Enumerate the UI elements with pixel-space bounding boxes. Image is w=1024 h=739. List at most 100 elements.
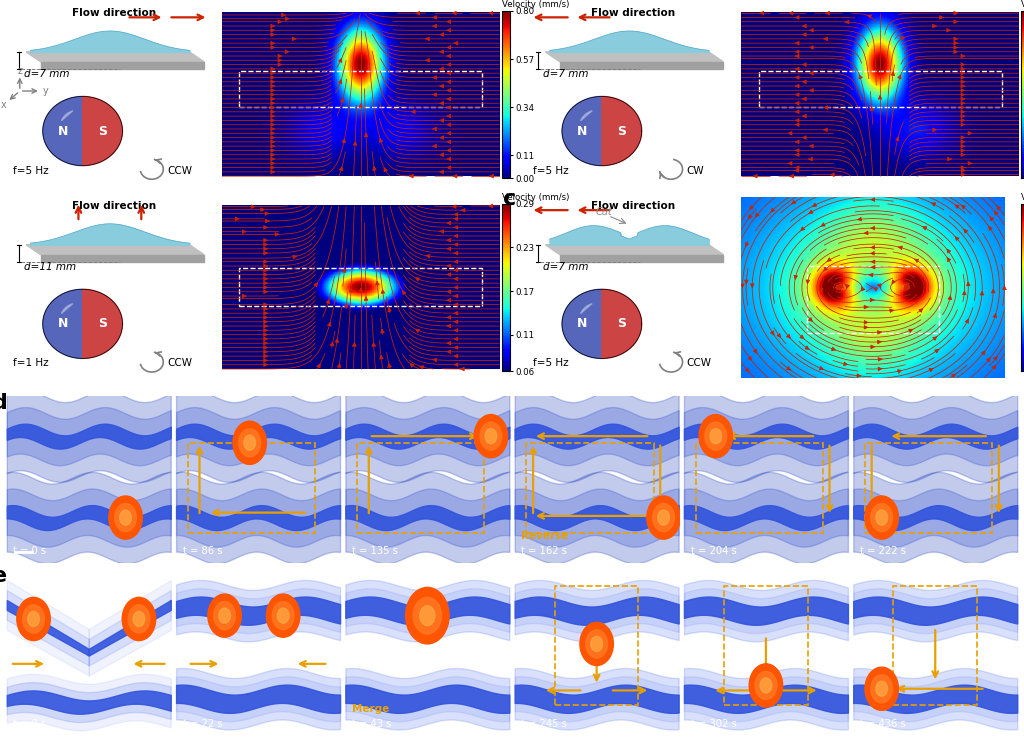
FancyArrowPatch shape bbox=[446, 239, 451, 242]
FancyArrowPatch shape bbox=[432, 16, 436, 19]
FancyArrowPatch shape bbox=[271, 84, 274, 88]
FancyArrowPatch shape bbox=[292, 37, 296, 41]
Ellipse shape bbox=[876, 681, 888, 696]
FancyArrowPatch shape bbox=[839, 285, 844, 288]
FancyArrowPatch shape bbox=[446, 341, 451, 345]
FancyArrowPatch shape bbox=[271, 127, 274, 131]
FancyArrowPatch shape bbox=[809, 72, 813, 75]
FancyArrowPatch shape bbox=[896, 137, 899, 141]
Text: N: N bbox=[577, 125, 587, 137]
FancyArrowPatch shape bbox=[898, 246, 902, 250]
Text: t = 204 s: t = 204 s bbox=[690, 546, 736, 556]
FancyArrowPatch shape bbox=[820, 223, 825, 226]
Text: Velocity (mm/s): Velocity (mm/s) bbox=[1021, 0, 1024, 9]
FancyArrowPatch shape bbox=[870, 226, 874, 230]
FancyArrowPatch shape bbox=[961, 97, 965, 101]
FancyArrowPatch shape bbox=[271, 115, 274, 118]
FancyArrowPatch shape bbox=[243, 230, 246, 234]
FancyArrowPatch shape bbox=[870, 251, 874, 255]
FancyArrowPatch shape bbox=[864, 305, 868, 309]
Ellipse shape bbox=[420, 606, 435, 625]
Ellipse shape bbox=[239, 429, 260, 457]
FancyArrowPatch shape bbox=[796, 101, 799, 105]
FancyArrowPatch shape bbox=[264, 354, 267, 358]
FancyArrowPatch shape bbox=[906, 282, 909, 287]
FancyArrowPatch shape bbox=[954, 20, 957, 24]
FancyArrowPatch shape bbox=[446, 273, 451, 276]
Text: t = 436 s: t = 436 s bbox=[860, 718, 905, 729]
FancyArrowPatch shape bbox=[432, 93, 436, 97]
FancyArrowPatch shape bbox=[439, 136, 443, 140]
Ellipse shape bbox=[865, 667, 898, 710]
FancyArrowPatch shape bbox=[286, 17, 290, 21]
FancyArrowPatch shape bbox=[328, 322, 331, 326]
FancyArrowPatch shape bbox=[264, 333, 267, 336]
FancyArrowPatch shape bbox=[890, 309, 894, 313]
Text: d=11 mm: d=11 mm bbox=[24, 262, 76, 271]
FancyArrowPatch shape bbox=[454, 225, 458, 229]
FancyArrowPatch shape bbox=[802, 97, 806, 101]
FancyArrowPatch shape bbox=[800, 227, 805, 231]
FancyArrowPatch shape bbox=[961, 67, 965, 71]
FancyArrowPatch shape bbox=[432, 24, 436, 28]
FancyArrowPatch shape bbox=[271, 140, 274, 143]
FancyArrowPatch shape bbox=[446, 299, 451, 302]
FancyArrowPatch shape bbox=[265, 212, 269, 215]
Polygon shape bbox=[41, 255, 204, 262]
FancyArrowPatch shape bbox=[859, 75, 862, 79]
FancyArrowPatch shape bbox=[446, 80, 451, 84]
FancyArrowPatch shape bbox=[830, 173, 835, 177]
FancyArrowPatch shape bbox=[489, 174, 494, 178]
FancyArrowPatch shape bbox=[802, 115, 806, 118]
Ellipse shape bbox=[580, 622, 613, 666]
Ellipse shape bbox=[406, 588, 450, 644]
Text: e: e bbox=[0, 566, 7, 586]
FancyArrowPatch shape bbox=[264, 329, 267, 332]
FancyArrowPatch shape bbox=[454, 294, 458, 298]
FancyArrowPatch shape bbox=[264, 350, 267, 354]
Ellipse shape bbox=[870, 503, 893, 531]
FancyArrowPatch shape bbox=[961, 144, 965, 148]
FancyArrowPatch shape bbox=[454, 268, 458, 272]
FancyArrowPatch shape bbox=[796, 110, 799, 114]
FancyArrowPatch shape bbox=[446, 132, 451, 135]
FancyArrowPatch shape bbox=[275, 233, 279, 236]
FancyArrowPatch shape bbox=[993, 356, 997, 360]
FancyArrowPatch shape bbox=[271, 110, 274, 114]
FancyArrowPatch shape bbox=[802, 63, 806, 67]
FancyArrowPatch shape bbox=[337, 364, 341, 367]
Bar bbox=[695, 443, 823, 533]
FancyArrowPatch shape bbox=[331, 342, 334, 346]
Polygon shape bbox=[546, 245, 723, 255]
FancyArrowPatch shape bbox=[961, 153, 965, 157]
Ellipse shape bbox=[120, 510, 131, 525]
FancyArrowPatch shape bbox=[342, 139, 345, 143]
FancyArrowPatch shape bbox=[961, 93, 965, 97]
FancyArrowPatch shape bbox=[870, 106, 873, 110]
Polygon shape bbox=[43, 97, 83, 166]
FancyArrowPatch shape bbox=[264, 363, 267, 367]
FancyArrowPatch shape bbox=[264, 239, 267, 242]
Text: t = 0 s: t = 0 s bbox=[13, 546, 47, 556]
Text: CCW: CCW bbox=[168, 358, 193, 369]
FancyArrowPatch shape bbox=[823, 128, 827, 132]
Ellipse shape bbox=[750, 664, 782, 707]
FancyArrowPatch shape bbox=[962, 168, 966, 172]
FancyArrowPatch shape bbox=[426, 58, 429, 62]
FancyArrowPatch shape bbox=[898, 370, 902, 373]
FancyArrowPatch shape bbox=[878, 330, 882, 334]
Bar bbox=[807, 266, 939, 333]
Ellipse shape bbox=[128, 605, 150, 633]
FancyArrowPatch shape bbox=[271, 101, 274, 105]
Text: d=7 mm: d=7 mm bbox=[543, 69, 589, 79]
FancyArrowPatch shape bbox=[961, 136, 965, 140]
FancyArrowPatch shape bbox=[786, 367, 791, 370]
FancyArrowPatch shape bbox=[861, 287, 865, 291]
FancyArrowPatch shape bbox=[788, 132, 792, 135]
FancyArrowPatch shape bbox=[963, 291, 966, 295]
Text: d: d bbox=[0, 393, 7, 413]
FancyArrowPatch shape bbox=[439, 84, 443, 88]
FancyArrowPatch shape bbox=[271, 33, 274, 36]
Polygon shape bbox=[546, 52, 723, 62]
Text: S: S bbox=[617, 317, 627, 330]
